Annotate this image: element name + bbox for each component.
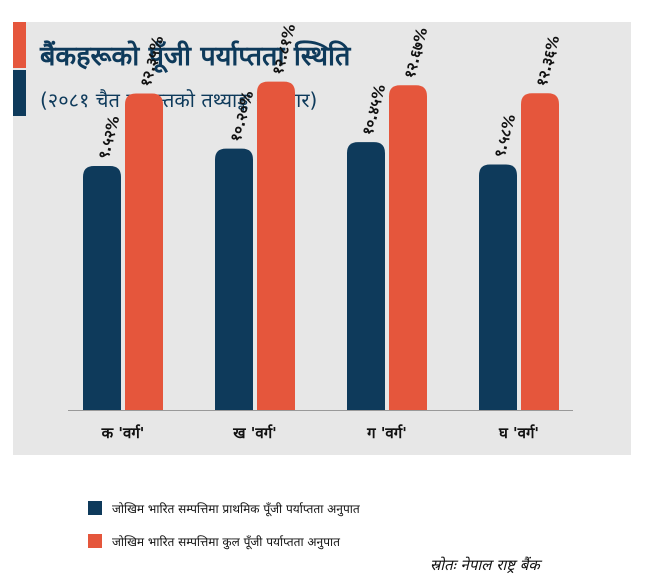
chart-title: बैंकहरूको पूँजी पर्याप्तता स्थिति [40,41,351,72]
value-label-primary-3: ९.५८% [490,112,519,159]
value-label-total-3: १२.३६% [532,33,563,88]
legend-swatch-total [88,534,102,548]
value-label-primary-1: १०.२०% [226,89,257,144]
legend-label-total: जोखिम भारित सम्पत्तिमा कुल पूँजी पर्याप्… [112,535,340,549]
bar-primary-0 [83,166,121,410]
legend-item-total: जोखिम भारित सम्पत्तिमा कुल पूँजी पर्याप्… [88,533,340,550]
category-label-1: ख 'वर्ग' [232,424,276,442]
bar-total-3 [521,93,559,411]
title-accent-navy [13,70,26,116]
value-label-primary-2: १०.४५% [358,82,389,137]
value-label-primary-0: ९.५२% [94,114,123,161]
legend-swatch-primary [88,501,102,515]
bar-total-2 [389,85,427,411]
bar-total-0 [125,93,163,411]
legend-item-primary: जोखिम भारित सम्पत्तिमा प्राथमिक पूँजी पर… [88,500,360,517]
legend-label-primary: जोखिम भारित सम्पत्तिमा प्राथमिक पूँजी पर… [112,502,360,516]
category-label-2: ग 'वर्ग' [366,424,407,442]
category-label-0: क 'वर्ग' [101,424,145,442]
bar-primary-3 [479,164,517,410]
bar-primary-1 [215,148,253,411]
value-label-total-0: १२.३५% [136,34,167,89]
source-note: स्रोतः नेपाल राष्ट्र बैंक [430,556,540,574]
value-label-total-2: १२.६७% [400,25,431,80]
value-label-total-1: १२.८१% [268,22,299,77]
bar-chart: ९.५२% १२.३५% क 'वर्ग' १०.२०% १२.८१% ख 'वर्ग' १… [68,22,573,442]
title-accent-orange [13,22,26,68]
category-label-3: घ 'वर्ग' [498,424,539,442]
bar-primary-2 [347,142,385,410]
bar-total-1 [257,81,295,410]
